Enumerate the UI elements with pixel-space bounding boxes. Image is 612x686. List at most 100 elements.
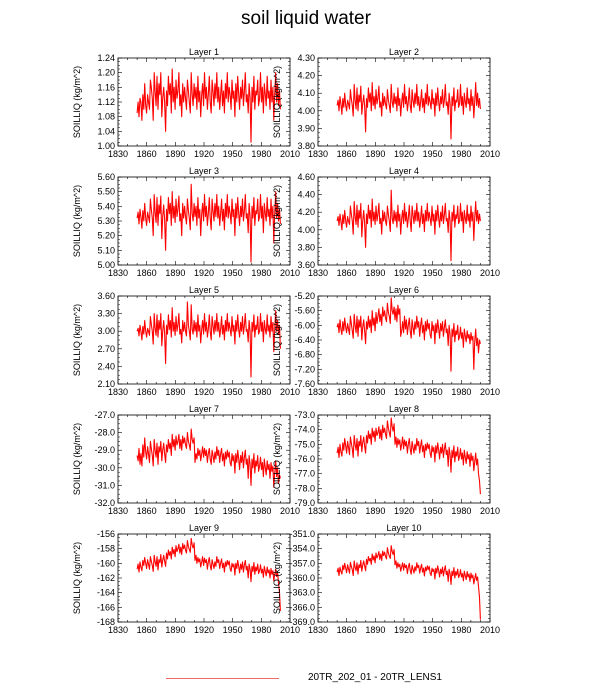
x-tick-label: 1950 [223, 506, 243, 516]
x-tick-label: 1950 [423, 506, 443, 516]
panel-layer-7: Layer 7 SOILLIQ (kg/m^2) 1830 1860 1890 1920 1… [72, 404, 300, 516]
x-tick-label: 1980 [251, 625, 271, 635]
x-tick-label: 2010 [480, 149, 500, 159]
panel-layer-3: Layer 3 SOILLIQ (kg/m^2) 1830 1860 1890 1920 1… [72, 166, 300, 278]
y-tick-label: -156 [97, 529, 115, 539]
y-tick-label: -30.0 [94, 463, 115, 473]
y-tick-label: -357.0 [289, 558, 315, 568]
y-tick-label: -73.0 [294, 410, 315, 420]
y-tick-label: -6.00 [294, 320, 315, 330]
y-tick-label: -77.0 [294, 469, 315, 479]
y-tick-label: -166 [97, 602, 115, 612]
x-tick-label: 1860 [137, 625, 157, 635]
y-axis-label: SOILLIQ (kg/m^2) [272, 304, 282, 376]
x-tick-label: 1890 [365, 625, 385, 635]
panel-title: Layer 10 [386, 523, 421, 533]
x-tick-label: 2010 [480, 625, 500, 635]
x-tick-label: 1920 [394, 387, 414, 397]
y-tick-label: 4.40 [297, 190, 315, 200]
y-tick-label: 4.20 [297, 207, 315, 217]
y-tick-label: 1.24 [97, 53, 115, 63]
x-tick-label: 2010 [480, 387, 500, 397]
x-tick-label: 1860 [137, 149, 157, 159]
y-axis-label: SOILLIQ (kg/m^2) [272, 542, 282, 614]
x-tick-label: 1860 [337, 387, 357, 397]
panel-title: Layer 5 [189, 285, 219, 295]
x-tick-label: 1920 [394, 268, 414, 278]
y-tick-label: -369.0 [289, 617, 315, 627]
y-tick-label: -158 [97, 544, 115, 554]
series-line [336, 417, 481, 495]
x-tick-label: 1890 [165, 149, 185, 159]
y-tick-label: 2.40 [97, 361, 115, 371]
x-tick-label: 1920 [194, 149, 214, 159]
x-tick-label: 1890 [365, 387, 385, 397]
x-tick-label: 1830 [108, 268, 128, 278]
y-tick-label: 1.20 [97, 68, 115, 78]
y-tick-label: 2.10 [97, 379, 115, 389]
x-tick-label: 2010 [280, 268, 300, 278]
y-tick-label: -7.60 [294, 379, 315, 389]
series-line [136, 537, 281, 612]
x-tick-label: 1830 [308, 625, 328, 635]
x-tick-label: 1830 [308, 149, 328, 159]
y-tick-label: -168 [97, 617, 115, 627]
x-tick-label: 1950 [223, 268, 243, 278]
chart-main-title: soil liquid water [241, 8, 371, 29]
x-tick-label: 1860 [337, 149, 357, 159]
x-tick-label: 2010 [280, 387, 300, 397]
x-tick-label: 1980 [451, 268, 471, 278]
y-tick-label: -27.0 [94, 410, 115, 420]
series-line [336, 189, 481, 262]
y-tick-label: -160 [97, 558, 115, 568]
plot-frame [117, 533, 291, 623]
x-tick-label: 1980 [251, 268, 271, 278]
y-tick-label: -366.0 [289, 602, 315, 612]
panel-layer-4: Layer 4 SOILLIQ (kg/m^2) 1830 1860 1890 1920 1… [272, 166, 500, 278]
x-tick-label: 1980 [451, 387, 471, 397]
x-tick-label: 1950 [423, 149, 443, 159]
y-tick-label: -76.0 [294, 454, 315, 464]
y-tick-label: 2.70 [97, 344, 115, 354]
y-axis-label: SOILLIQ (kg/m^2) [72, 66, 82, 138]
y-tick-label: -75.0 [294, 439, 315, 449]
panel-title: Layer 8 [389, 404, 419, 414]
y-tick-label: 4.20 [297, 71, 315, 81]
legend-swatch-line [166, 678, 279, 679]
y-tick-label: 5.00 [97, 260, 115, 270]
x-tick-label: 1860 [137, 387, 157, 397]
y-tick-label: -6.40 [294, 335, 315, 345]
x-tick-label: 1980 [251, 149, 271, 159]
y-tick-label: 4.00 [297, 106, 315, 116]
x-tick-label: 1890 [165, 387, 185, 397]
y-axis-label: SOILLIQ (kg/m^2) [72, 304, 82, 376]
y-tick-label: 3.30 [97, 309, 115, 319]
y-tick-label: -28.0 [94, 428, 115, 438]
y-tick-label: 3.90 [297, 123, 315, 133]
x-tick-label: 1830 [308, 387, 328, 397]
y-tick-label: 3.80 [297, 141, 315, 151]
y-tick-label: 4.00 [297, 225, 315, 235]
y-tick-label: 1.00 [97, 141, 115, 151]
panel-title: Layer 9 [189, 523, 219, 533]
panel-layer-9: Layer 9 SOILLIQ (kg/m^2) 1830 1860 1890 1920 1… [72, 523, 300, 635]
panel-title: Layer 6 [389, 285, 419, 295]
x-tick-label: 1860 [337, 268, 357, 278]
x-tick-label: 2010 [280, 149, 300, 159]
y-axis-label: SOILLIQ (kg/m^2) [72, 542, 82, 614]
y-tick-label: 5.30 [97, 216, 115, 226]
y-tick-label: -354.0 [289, 544, 315, 554]
y-tick-label: 5.10 [97, 245, 115, 255]
panel-layer-2: Layer 2 SOILLIQ (kg/m^2) 1830 1860 1890 1920 1… [272, 47, 500, 159]
y-tick-label: -360.0 [289, 573, 315, 583]
x-tick-label: 2010 [280, 506, 300, 516]
y-axis-label: SOILLIQ (kg/m^2) [72, 185, 82, 257]
panel-layer-8: Layer 8 SOILLIQ (kg/m^2) 1830 1860 1890 1920 1… [272, 404, 500, 516]
y-tick-label: -79.0 [294, 498, 315, 508]
y-tick-label: 3.80 [297, 242, 315, 252]
y-tick-label: -162 [97, 573, 115, 583]
x-tick-label: 1920 [394, 149, 414, 159]
x-tick-label: 1920 [394, 625, 414, 635]
y-tick-label: -7.20 [294, 364, 315, 374]
